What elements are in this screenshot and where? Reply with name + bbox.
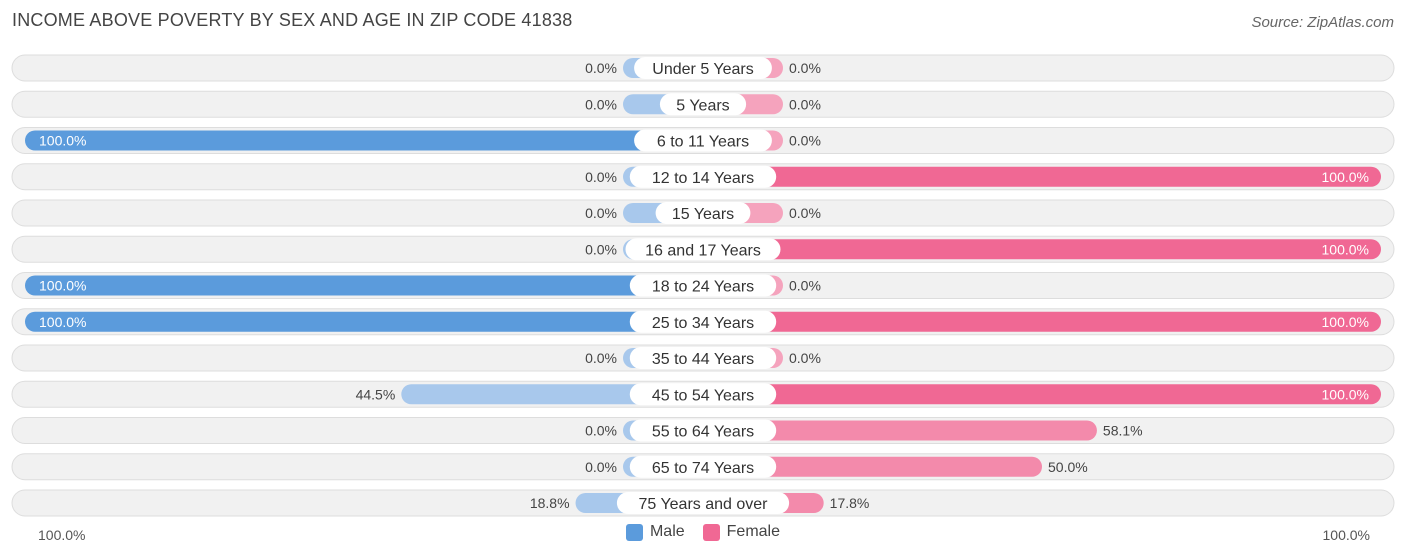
value-label-female: 0.0%	[789, 133, 821, 149]
axis-right-label: 100.0%	[1322, 527, 1370, 543]
category-pill	[629, 310, 777, 333]
category-label: 6 to 11 Years	[657, 134, 749, 151]
value-label-male: 0.0%	[585, 459, 617, 475]
value-label-female: 0.0%	[789, 350, 821, 366]
bar-female	[703, 166, 1381, 187]
category-label: 75 Years and over	[639, 496, 769, 513]
legend-item-female: Female	[702, 523, 781, 541]
value-label-male: 100.0%	[39, 133, 86, 149]
category-label: 45 to 54 Years	[652, 387, 754, 404]
chart-area: 0.0% 0.0% Under 5 Years 0.0% 0.0% 5 Years 100.…	[11, 54, 1395, 517]
value-label-male: 44.5%	[356, 386, 396, 402]
value-label-male: 0.0%	[585, 60, 617, 76]
value-label-male: 0.0%	[585, 241, 617, 257]
bar-female	[703, 384, 1381, 405]
axis-left-label: 100.0%	[38, 527, 86, 543]
category-label: 25 to 34 Years	[652, 315, 754, 332]
value-label-male: 0.0%	[585, 169, 617, 185]
bar-female	[703, 456, 1042, 477]
legend: Male Female	[0, 523, 1406, 541]
category-pill	[655, 202, 751, 224]
category-label: 18 to 24 Years	[652, 279, 754, 296]
category-label: 15 Years	[672, 206, 734, 223]
value-label-female: 0.0%	[789, 96, 821, 112]
value-label-male: 18.8%	[530, 495, 570, 511]
legend-swatch-male	[625, 523, 643, 541]
bar-male	[401, 384, 703, 405]
legend-label-male: Male	[649, 523, 685, 540]
category-pill	[629, 419, 777, 442]
value-label-male: 0.0%	[585, 423, 617, 439]
category-label: Under 5 Years	[652, 61, 753, 78]
category-pill	[629, 347, 777, 369]
category-label: 55 to 64 Years	[652, 424, 754, 441]
value-label-male: 100.0%	[39, 278, 86, 294]
legend-swatch-female	[702, 523, 720, 541]
category-pill	[629, 274, 777, 297]
value-label-female: 100.0%	[1322, 314, 1369, 330]
value-label-female: 0.0%	[789, 60, 821, 76]
category-pill	[629, 165, 777, 188]
category-pill	[625, 238, 781, 261]
value-label-male: 0.0%	[585, 205, 617, 221]
value-label-female: 50.0%	[1048, 459, 1088, 475]
bar-male	[25, 130, 703, 151]
source-label: Source: ZipAtlas.com	[1251, 14, 1394, 31]
value-label-female: 58.1%	[1103, 423, 1143, 439]
category-label: 16 and 17 Years	[645, 242, 761, 259]
category-pill	[616, 492, 790, 514]
category-label: 12 to 14 Years	[652, 170, 754, 187]
value-label-female: 17.8%	[830, 495, 870, 511]
category-pill	[629, 383, 777, 406]
legend-item-male: Male	[625, 523, 685, 541]
value-label-female: 0.0%	[789, 205, 821, 221]
value-label-female: 100.0%	[1322, 386, 1369, 402]
value-label-male: 100.0%	[39, 314, 86, 330]
bar-male	[25, 311, 703, 332]
value-label-female: 0.0%	[789, 278, 821, 294]
value-label-male: 0.0%	[585, 96, 617, 112]
value-label-male: 0.0%	[585, 350, 617, 366]
category-pill	[629, 455, 777, 478]
category-label: 5 Years	[676, 97, 729, 114]
bar-female	[703, 420, 1097, 441]
category-pill	[634, 129, 772, 152]
value-label-female: 100.0%	[1322, 169, 1369, 185]
category-pill	[634, 57, 772, 79]
value-label-female: 100.0%	[1322, 241, 1369, 257]
category-label: 65 to 74 Years	[652, 460, 754, 477]
bar-male	[25, 275, 703, 296]
chart-title: INCOME ABOVE POVERTY BY SEX AND AGE IN Z…	[12, 10, 573, 30]
bar-female	[703, 239, 1381, 260]
category-pill	[659, 93, 747, 116]
bar-female	[703, 311, 1381, 332]
category-label: 35 to 44 Years	[652, 351, 754, 368]
legend-label-female: Female	[726, 523, 781, 540]
